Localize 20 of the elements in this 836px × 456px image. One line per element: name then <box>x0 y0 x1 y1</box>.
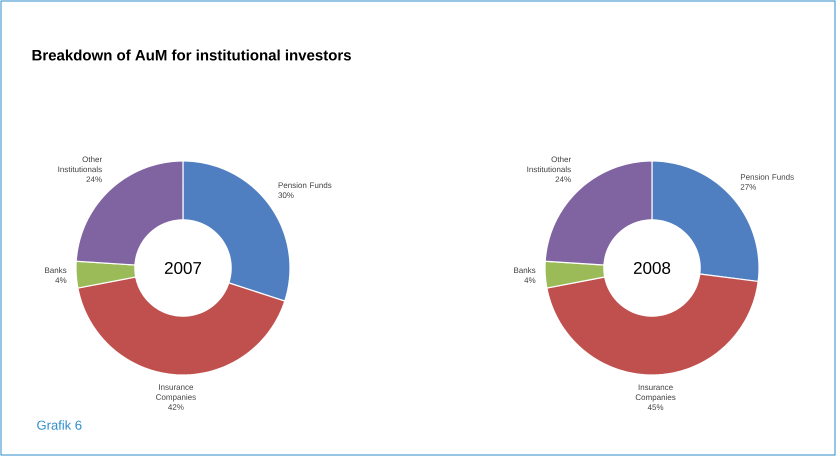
data-label: 4% <box>55 277 66 284</box>
slice-label: Insurance Companies <box>636 384 676 402</box>
data-label: 42% <box>168 404 184 410</box>
slice-label: Pension Funds <box>278 182 332 188</box>
text: 2008 <box>634 262 670 274</box>
data-label: 4% <box>524 277 536 284</box>
text: 2007 <box>164 262 202 274</box>
data-label: 27% <box>740 184 756 190</box>
slice-label: Other Institutionals <box>58 156 102 172</box>
slice-label: Banks <box>514 267 536 274</box>
data-label: 24% <box>86 176 102 182</box>
slice-label: Pension Funds <box>740 174 794 180</box>
data-label: 24% <box>556 176 571 182</box>
text: Grafik 6 <box>37 420 82 430</box>
slice-label: Other Institutionals <box>527 156 571 172</box>
chart-title: Breakdown of AuM for institutional investors <box>32 49 351 60</box>
slice-label: Insurance Companies <box>156 384 196 402</box>
data-label: 30% <box>278 192 294 198</box>
slice-label: Banks <box>45 267 66 274</box>
data-label: 45% <box>648 404 664 410</box>
